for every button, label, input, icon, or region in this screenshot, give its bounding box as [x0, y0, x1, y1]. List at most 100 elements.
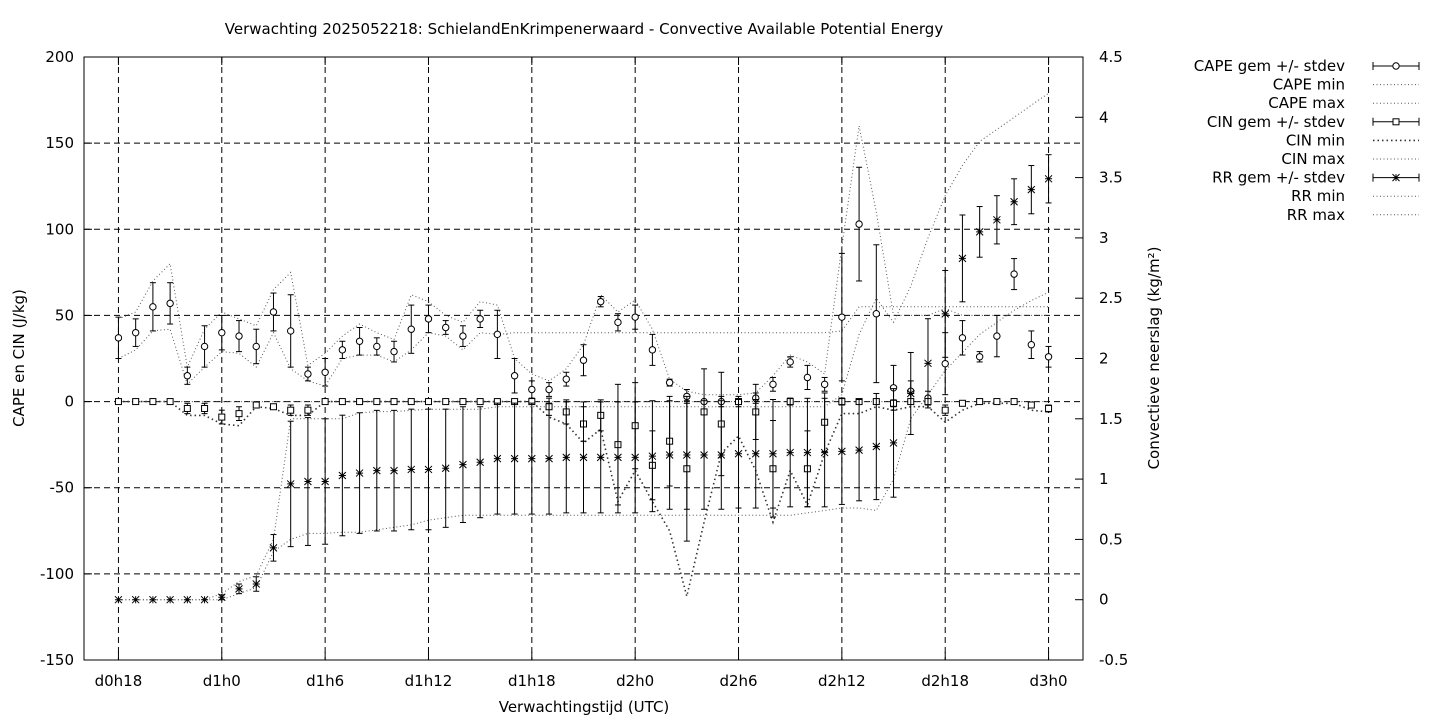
circle-marker — [149, 303, 157, 311]
star-marker — [390, 466, 398, 475]
y2-tick-label: 0 — [1099, 591, 1109, 609]
circle-marker — [958, 334, 967, 342]
circle-marker — [269, 308, 278, 316]
y2-tick-label: 3.5 — [1099, 169, 1123, 187]
circle-marker — [286, 327, 295, 335]
star-marker — [338, 471, 347, 480]
circle-marker — [614, 318, 622, 327]
x-tick-label: d0h18 — [95, 672, 143, 690]
star-marker — [304, 477, 312, 486]
star-marker — [1010, 197, 1018, 206]
y-tick-label: -50 — [50, 479, 75, 497]
star-marker — [924, 359, 932, 368]
circle-marker — [166, 299, 174, 308]
square-marker — [993, 398, 1001, 406]
circle-marker — [1044, 353, 1053, 361]
y2-tick-label: 1 — [1099, 470, 1109, 488]
star-marker — [958, 254, 967, 263]
circle-marker — [820, 380, 829, 389]
circle-marker — [407, 325, 415, 333]
square-marker — [1027, 401, 1035, 409]
circle-marker — [442, 323, 450, 332]
y2-tick-label: -0.5 — [1099, 651, 1128, 669]
square-marker — [321, 398, 329, 406]
series-line-cape-max — [118, 125, 1049, 396]
series-cape-gem-stdev — [114, 166, 1053, 411]
star-marker — [975, 228, 984, 236]
star-marker — [459, 460, 467, 469]
star-marker — [527, 454, 536, 463]
circle-marker — [786, 358, 794, 366]
circle-marker — [1010, 270, 1018, 278]
star-marker — [355, 469, 364, 477]
circle-marker — [424, 315, 433, 323]
square-marker — [424, 398, 432, 406]
star-marker — [493, 454, 502, 463]
star-marker — [235, 584, 243, 593]
star-marker — [441, 464, 450, 473]
circle-marker — [1027, 341, 1036, 349]
star-marker — [562, 453, 571, 462]
y-tick-label: 0 — [64, 393, 74, 411]
square-marker — [235, 410, 243, 418]
star-marker — [906, 389, 915, 398]
y2-tick-label: 1.5 — [1099, 410, 1123, 428]
x-tick-label: d2h0 — [616, 672, 654, 690]
square-marker — [390, 398, 398, 406]
x-tick-label: d3h0 — [1029, 672, 1067, 690]
circle-marker — [355, 337, 364, 345]
star-marker — [407, 465, 416, 474]
y2-tick-label: 4 — [1099, 108, 1109, 126]
star-marker — [200, 595, 209, 604]
star-marker — [751, 449, 760, 458]
square-marker — [1045, 404, 1053, 412]
axis-layer: d0h18 d1h0 d1h6 d1h12 d1h18 d2h0 d2h6 d2h12 d2h1… — [40, 48, 1128, 690]
circle-marker — [373, 342, 381, 351]
circle-marker — [390, 347, 398, 356]
star-marker — [734, 449, 743, 458]
square-marker — [287, 406, 295, 414]
star-marker — [1027, 185, 1036, 194]
square-marker — [132, 398, 140, 406]
series-layer — [114, 92, 1053, 604]
star-marker — [941, 310, 950, 318]
star-marker — [114, 595, 123, 604]
circle-marker — [545, 385, 553, 394]
circle-marker — [321, 368, 329, 376]
star-marker — [476, 458, 485, 467]
star-marker — [183, 595, 192, 604]
circle-marker — [459, 332, 467, 340]
series-line-rr-max — [118, 92, 1049, 601]
star-marker — [149, 595, 157, 604]
star-marker — [855, 446, 863, 455]
circle-marker — [579, 356, 588, 364]
x-axis-label: Verwachtingstijd (UTC) — [499, 698, 670, 716]
square-marker — [114, 398, 122, 406]
circle-marker — [562, 375, 570, 383]
chart-title: Verwachting 2025052218: SchielandEnKrimp… — [225, 20, 944, 38]
legend-label: CAPE gem +/- stdev — [1194, 57, 1345, 75]
circle-marker — [131, 328, 140, 337]
legend-label: CIN max — [1281, 150, 1345, 168]
y-tick-label: -100 — [40, 565, 74, 583]
y-tick-label: 100 — [45, 220, 74, 238]
star-marker — [820, 448, 829, 457]
star-marker — [252, 580, 261, 588]
circle-marker — [872, 310, 881, 318]
star-marker — [579, 453, 588, 462]
legend-label: RR min — [1291, 187, 1345, 205]
square-marker — [252, 401, 260, 409]
star-marker — [424, 465, 433, 474]
y-tick-label: 50 — [55, 306, 74, 324]
x-tick-label: d2h18 — [921, 672, 969, 690]
y2-tick-label: 2.5 — [1099, 289, 1123, 307]
x-tick-label: d1h0 — [203, 672, 241, 690]
square-marker — [338, 398, 346, 406]
star-marker — [166, 595, 174, 604]
circle-marker — [183, 372, 192, 380]
square-marker — [356, 398, 364, 406]
star-marker — [648, 452, 657, 461]
circle-marker — [493, 330, 502, 339]
square-marker — [166, 398, 174, 406]
x-tick-label: d1h18 — [508, 672, 556, 690]
